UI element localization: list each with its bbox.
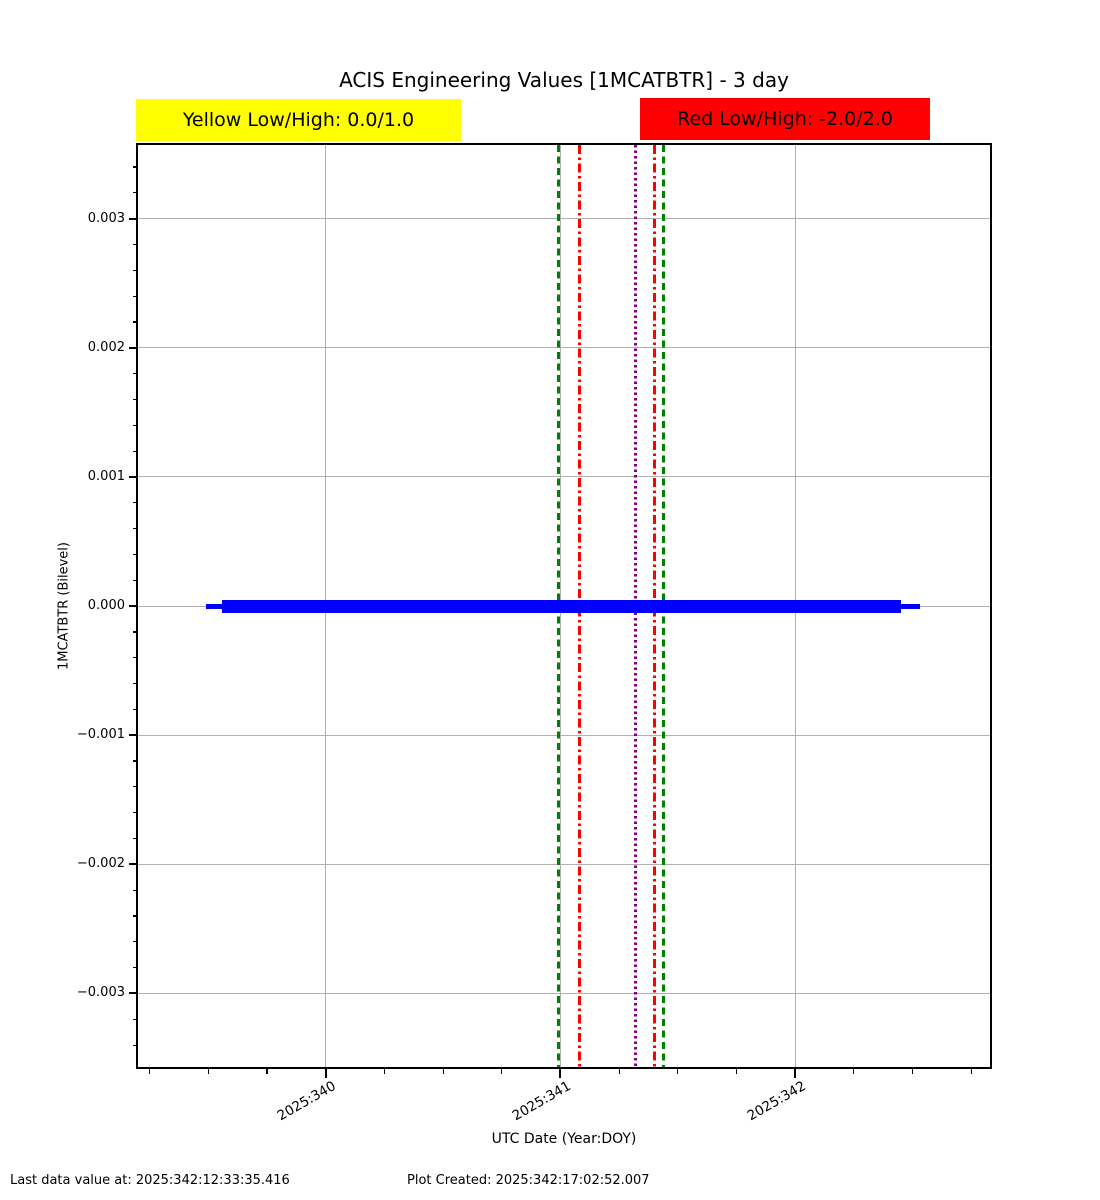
gridline-horizontal: [138, 863, 990, 865]
x-axis-minor-tick: [735, 1069, 738, 1074]
x-axis-minor-tick: [853, 1069, 855, 1074]
x-axis-label: UTC Date (Year:DOY): [491, 1131, 637, 1147]
y-axis-major-tick: [129, 734, 138, 737]
y-axis-minor-tick: [133, 786, 138, 788]
y-tick-label: −0.002: [76, 856, 125, 872]
y-axis-minor-tick: [133, 166, 138, 168]
x-axis-major-tick: [794, 1069, 797, 1078]
yellow-limit-badge: Yellow Low/High: 0.0/1.0: [136, 99, 461, 141]
y-axis-minor-tick: [133, 889, 138, 891]
data-series-line: [206, 603, 920, 609]
x-axis-minor-tick: [207, 1069, 209, 1074]
y-tick-label: 0.000: [87, 598, 125, 613]
y-axis-minor-tick: [133, 941, 138, 943]
data-series-band-lower: [222, 607, 901, 613]
x-axis-minor-tick: [970, 1069, 972, 1074]
y-axis-label: 1MCATBTR (Bilevel): [56, 541, 72, 671]
x-axis-minor-tick: [266, 1069, 268, 1074]
x-tick-label: 2025:342: [744, 1078, 809, 1125]
y-axis-minor-tick: [133, 398, 138, 401]
y-axis-major-tick: [129, 863, 138, 866]
data-series-band-upper: [222, 599, 901, 605]
y-axis-minor-tick: [133, 424, 138, 426]
x-axis-minor-tick: [442, 1069, 444, 1074]
x-axis-minor-tick: [383, 1069, 386, 1074]
y-axis-minor-tick: [133, 502, 138, 504]
y-axis-minor-tick: [133, 631, 138, 633]
x-axis-major-tick: [559, 1069, 562, 1078]
y-axis-minor-tick: [133, 708, 138, 710]
gridline-horizontal: [138, 476, 990, 478]
gridline-horizontal: [138, 347, 990, 349]
x-axis-minor-tick: [501, 1069, 503, 1074]
y-tick-label: 0.002: [87, 339, 125, 355]
gridline-horizontal: [138, 734, 990, 736]
gridline-horizontal: [138, 992, 990, 994]
plot-frame: [136, 143, 992, 1069]
x-axis-minor-tick: [677, 1069, 679, 1074]
y-axis-minor-tick: [133, 553, 138, 556]
y-axis-minor-tick: [133, 243, 138, 246]
y-axis-minor-tick: [133, 528, 138, 530]
y-tick-label: 0.003: [87, 210, 125, 226]
x-axis-minor-tick: [911, 1069, 914, 1074]
yellow-limit-label: Yellow Low/High: 0.0/1.0: [182, 109, 415, 131]
y-tick-label: −0.001: [76, 727, 125, 743]
y-axis-minor-tick: [133, 1044, 138, 1046]
y-axis-minor-tick: [133, 579, 138, 581]
red-limit-label: Red Low/High: -2.0/2.0: [677, 108, 893, 130]
y-axis-minor-tick: [133, 760, 138, 762]
red-limit-badge: Red Low/High: -2.0/2.0: [640, 98, 930, 140]
y-axis-major-tick: [129, 346, 138, 349]
y-axis-major-tick: [129, 217, 138, 220]
y-axis-minor-tick: [133, 657, 138, 659]
y-axis-major-tick: [129, 992, 138, 995]
y-axis-minor-tick: [133, 682, 138, 685]
y-axis-minor-tick: [133, 915, 138, 917]
y-axis-major-tick: [129, 605, 138, 607]
footer-plot-created: Plot Created: 2025:342:17:02:52.007: [407, 1173, 650, 1188]
y-axis-minor-tick: [133, 450, 138, 452]
x-axis-minor-tick: [618, 1069, 620, 1074]
y-axis-minor-tick: [133, 321, 138, 323]
x-axis-major-tick: [324, 1069, 327, 1078]
y-axis-minor-tick: [133, 269, 138, 271]
x-axis-minor-tick: [149, 1069, 151, 1074]
y-axis-minor-tick: [133, 967, 138, 969]
y-tick-label: 0.001: [87, 468, 125, 484]
x-tick-label: 2025:340: [274, 1078, 339, 1125]
footer-last-data: Last data value at: 2025:342:12:33:35.41…: [10, 1173, 290, 1188]
y-axis-minor-tick: [133, 812, 138, 814]
y-axis-minor-tick: [133, 295, 138, 297]
y-axis-minor-tick: [133, 1018, 138, 1020]
y-axis-minor-tick: [133, 837, 138, 840]
gridline-horizontal: [138, 218, 990, 220]
y-axis-major-tick: [129, 475, 138, 478]
y-axis-minor-tick: [133, 373, 138, 375]
chart-title: ACIS Engineering Values [1MCATBTR] - 3 d…: [339, 68, 789, 92]
y-tick-label: −0.003: [76, 985, 125, 1001]
x-tick-label: 2025:341: [509, 1078, 574, 1125]
y-axis-minor-tick: [133, 192, 138, 194]
